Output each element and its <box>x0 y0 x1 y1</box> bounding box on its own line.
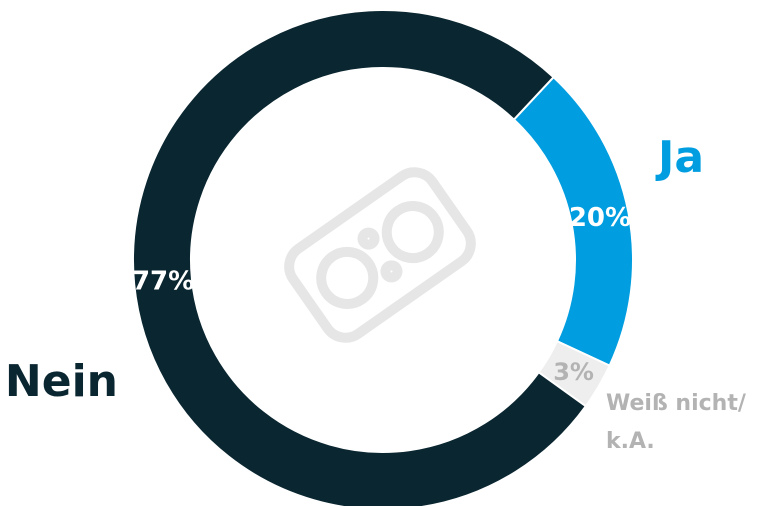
value-label-ja: 20% <box>569 203 631 233</box>
slices <box>132 9 634 506</box>
value-labels: 20% 3% 77% <box>132 203 631 386</box>
category-label-wei-nicht-k-a: Weiß nicht/k.A. <box>606 391 747 454</box>
category-label-nein: Nein <box>5 356 118 407</box>
watermark-icon <box>284 167 476 343</box>
value-label-wei-nicht-k-a: 3% <box>553 358 594 386</box>
category-label-ja: Ja <box>655 132 704 183</box>
slice-nein <box>132 9 588 506</box>
category-labels: Ja Weiß nicht/k.A. Nein <box>5 132 747 454</box>
value-label-nein: 77% <box>132 267 194 297</box>
